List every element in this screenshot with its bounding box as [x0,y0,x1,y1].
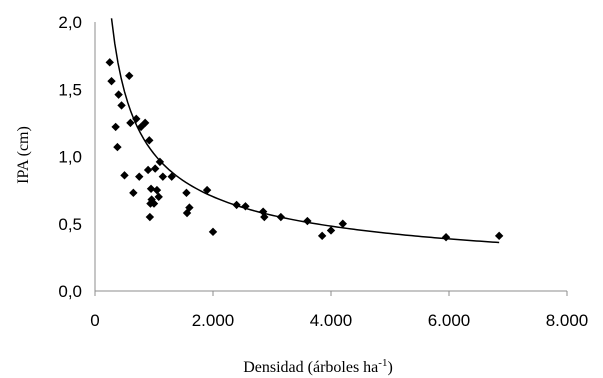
data-point [113,142,122,152]
data-point [185,203,194,212]
y-axis-title: IPA (cm) [15,126,32,184]
data-point [111,122,120,132]
data-point [126,118,135,128]
trendline [110,18,500,244]
data-point [494,231,504,241]
data-point [145,212,155,222]
data-point [241,202,250,211]
x-tick-label: 8.000 [546,311,589,330]
data-points [105,58,504,242]
data-point [208,227,218,237]
y-tick-label: 1,5 [58,80,82,99]
data-point [158,172,168,181]
data-point [152,185,162,195]
data-point [260,212,269,222]
x-axis-title: Densidad (árboles ha-1) [243,357,393,376]
data-point [202,185,212,195]
data-point [132,114,141,124]
data-point [146,184,156,193]
data-point [155,157,165,167]
x-axis-title-main: Densidad (árboles ha [243,359,378,376]
data-point [441,233,451,242]
data-point [120,171,129,180]
x-axis-ticks [94,291,568,296]
data-point [145,136,154,145]
data-point [317,231,327,241]
x-tick-label: 2.000 [192,311,235,330]
x-axis-title-suffix: ) [387,359,392,376]
y-tick-label: 0,5 [58,215,82,234]
x-tick-label: 6.000 [428,311,471,330]
data-point [135,172,144,181]
x-axis-title-superscript: -1 [378,357,387,369]
data-point [149,199,159,208]
x-tick-label: 4.000 [310,311,353,330]
data-point [258,207,268,216]
data-point [326,226,336,235]
data-point [107,76,116,86]
data-point [303,216,312,226]
data-point [143,165,153,175]
y-tick-label: 2,0 [58,13,82,32]
data-point [125,71,134,80]
data-point [154,192,163,202]
data-point [117,101,126,110]
data-point [182,188,191,198]
y-tick-label: 1,0 [58,148,82,167]
data-point [338,219,347,228]
data-point [232,200,241,210]
x-tick-labels: 0 2.000 4.000 6.000 8.000 [90,311,588,330]
data-point [129,188,138,198]
data-point [276,212,286,222]
x-tick-label: 0 [90,311,99,330]
data-point [167,172,176,181]
y-tick-label: 0,0 [58,282,82,301]
data-point [140,118,150,128]
data-point [105,58,114,67]
data-point [114,90,123,99]
data-point [150,164,160,173]
y-tick-labels: 0,0 0,5 1,0 1,5 2,0 [58,13,82,301]
